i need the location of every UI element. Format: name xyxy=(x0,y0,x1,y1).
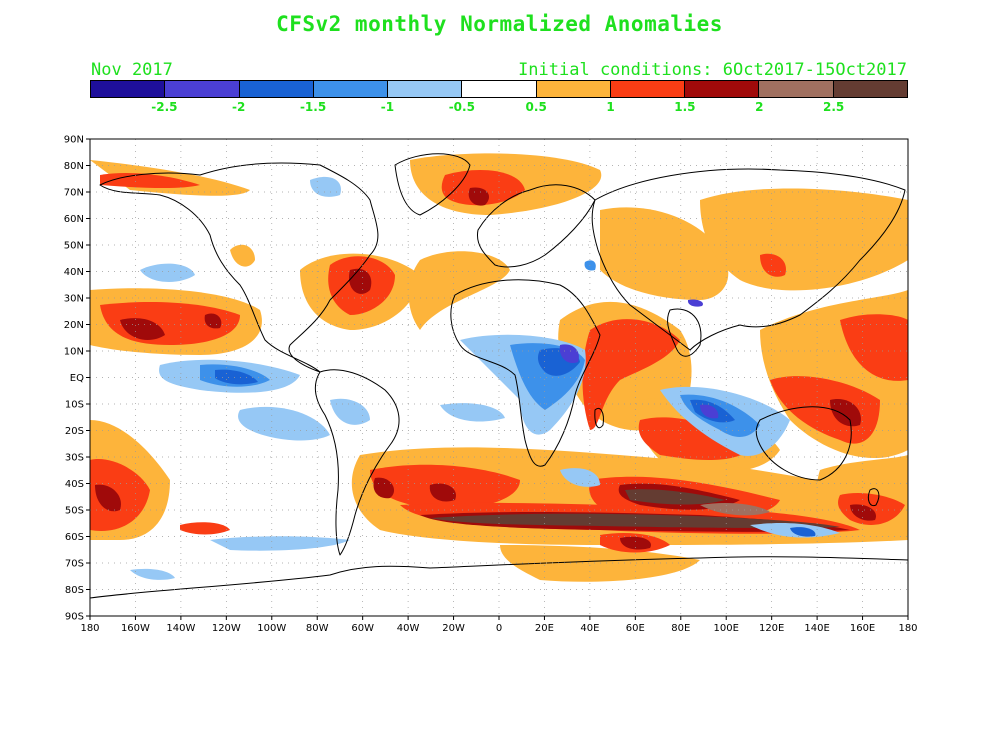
colorbar-swatch xyxy=(536,81,611,97)
lat-label: 50N xyxy=(64,241,84,252)
colorbar-swatch xyxy=(388,81,463,97)
lat-label: 90N xyxy=(64,135,84,146)
map-grid xyxy=(90,139,908,616)
lat-label: 50S xyxy=(65,506,84,517)
lat-label: 90S xyxy=(65,612,84,623)
chart-title: CFSv2 monthly Normalized Anomalies xyxy=(276,12,723,36)
lon-label: 140E xyxy=(804,623,829,634)
lon-label: 160E xyxy=(850,623,875,634)
lon-label: 180 xyxy=(898,623,917,634)
lat-label: 10N xyxy=(64,347,84,358)
latitude-labels: 90N 80N 70N 60N 50N 40N 30N 20N 10N EQ 10S 20S 30S 40… xyxy=(64,135,84,623)
lat-label: 60S xyxy=(65,532,84,543)
lat-label: 30N xyxy=(64,294,84,305)
colorbar-swatch xyxy=(165,81,240,97)
lat-label: 40S xyxy=(65,479,84,490)
lon-label: 40W xyxy=(397,623,420,634)
lat-label: 10S xyxy=(65,400,84,411)
longitude-labels: 180 160W 140W 120W 100W 80W 60W 40W 20W 0 20E 40E 60… xyxy=(80,623,917,634)
lat-label: EQ xyxy=(70,373,84,384)
colorbar-label: 2.5 xyxy=(822,100,845,114)
colorbar-label: 1.5 xyxy=(674,100,696,114)
initial-conditions: Initial conditions: 6Oct2017-15Oct2017 xyxy=(518,60,907,80)
colorbar-swatch xyxy=(610,81,686,97)
lon-label: 80E xyxy=(671,623,690,634)
lon-label: 80W xyxy=(306,623,329,634)
colorbar-label: -0.5 xyxy=(448,100,475,114)
lat-label: 20N xyxy=(64,320,84,331)
colorbar-swatch xyxy=(462,81,537,97)
lon-label: 40E xyxy=(580,623,599,634)
lat-label: 80S xyxy=(65,585,84,596)
colorbar-label: -1.5 xyxy=(299,100,327,114)
lon-label: 180 xyxy=(80,623,99,634)
colorbar-label: 1 xyxy=(606,100,615,114)
lon-label: 140W xyxy=(166,623,195,634)
lat-label: 60N xyxy=(64,214,84,225)
colorbar-swatch xyxy=(833,81,907,97)
colorbar-swatch xyxy=(91,81,166,97)
colorbar-swatch xyxy=(313,81,389,97)
colorbar-swatch xyxy=(685,81,760,97)
lon-label: 120E xyxy=(759,623,784,634)
colorbar-label: -2 xyxy=(232,100,246,114)
lat-label: 30S xyxy=(65,453,84,464)
lon-label: 100W xyxy=(257,623,286,634)
axis-ticks xyxy=(86,138,909,620)
lon-label: 100E xyxy=(714,623,739,634)
anomaly-shading xyxy=(90,153,908,599)
lat-label: 40N xyxy=(64,267,84,278)
lat-label: 70S xyxy=(65,559,84,570)
lon-label: 20W xyxy=(442,623,465,634)
lat-label: 20S xyxy=(65,426,84,437)
colorbar-labels: -2.5 -2 -1.5 -1 -0.5 0.5 1 1.5 2 2.5 xyxy=(90,100,908,116)
colorbar-label: 0.5 xyxy=(525,100,547,114)
lon-label: 20E xyxy=(535,623,554,634)
colorbar-swatch xyxy=(759,81,834,97)
colorbar-swatch xyxy=(239,81,314,97)
colorbar xyxy=(90,80,908,98)
lon-label: 60W xyxy=(351,623,374,634)
lon-label: 160W xyxy=(121,623,150,634)
colorbar-label: -1 xyxy=(380,100,395,114)
colorbar-label: -2.5 xyxy=(151,100,178,114)
lon-label: 60E xyxy=(626,623,645,634)
lat-label: 80N xyxy=(64,161,84,172)
forecast-month: Nov 2017 xyxy=(91,60,173,80)
lat-label: 70N xyxy=(64,188,84,199)
colorbar-label: 2 xyxy=(755,100,764,114)
lon-label: 120W xyxy=(212,623,241,634)
lon-label: 0 xyxy=(496,623,502,634)
